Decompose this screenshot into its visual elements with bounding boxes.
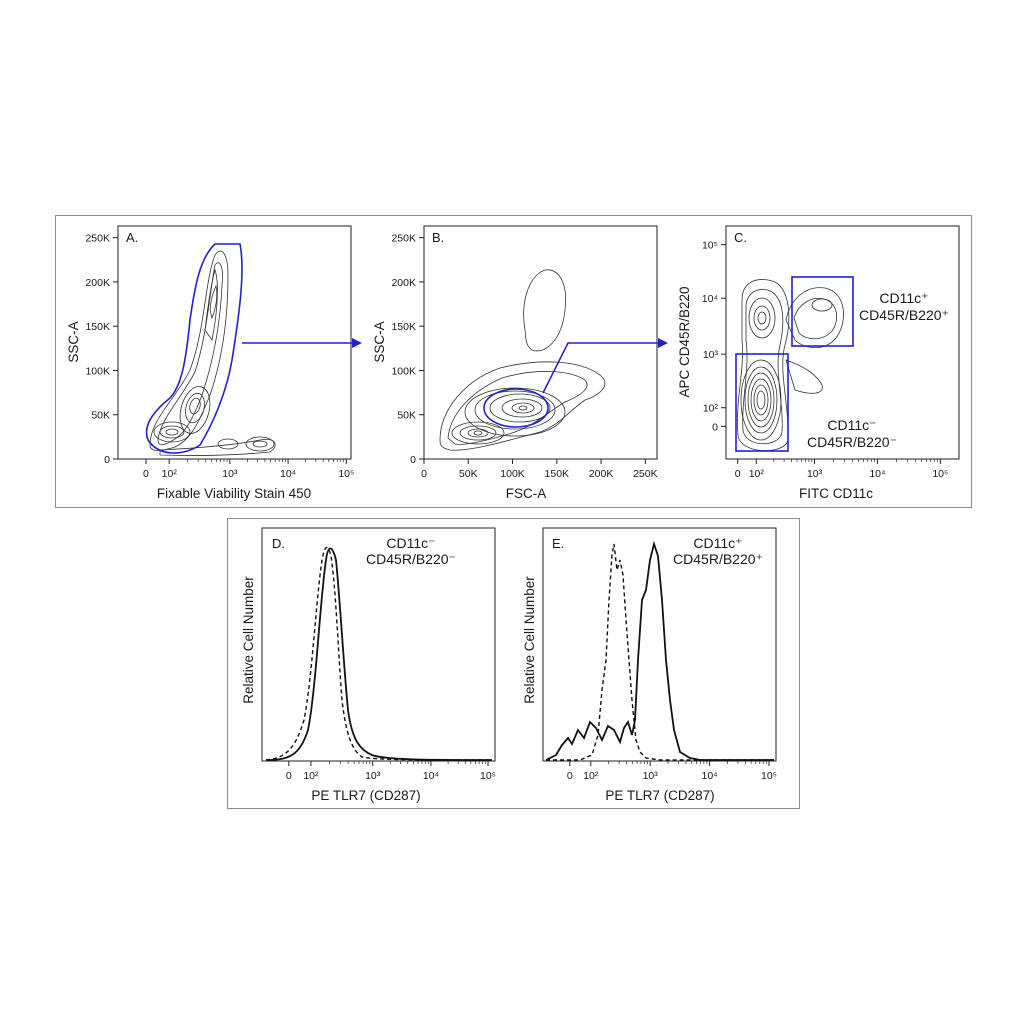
- x-tick-label: 10³: [222, 468, 238, 480]
- y-tick-label: 50K: [91, 410, 110, 422]
- panel-a: A. 0 50K 100K 150K 200K 250K 0 10² 10³ 10⁴ 10⁵ Fi…: [66, 225, 362, 501]
- x-tick-label: 10⁵: [761, 770, 777, 782]
- panel-d-solid-histogram: [265, 547, 493, 761]
- x-tick-label: 10⁴: [869, 468, 885, 480]
- panel-e: E. CD11c⁺ CD45R/B220⁺ 0 10² 10³ 10⁴ 10⁵ PE T…: [522, 527, 777, 803]
- panel-a-x-axis: 0 10² 10³ 10⁴ 10⁵: [143, 459, 354, 480]
- y-tick-label: 150K: [391, 321, 416, 333]
- panel-d-y-label: Relative Cell Number: [241, 576, 256, 704]
- panel-c-label: C.: [734, 230, 747, 245]
- y-tick-label: 200K: [391, 277, 416, 289]
- panel-b: B. 0 50K 100K 150K 200K 250K 0 50K 100K 150K 200K…: [372, 225, 668, 501]
- panel-d-plot-area: [261, 527, 496, 762]
- x-tick-label: 10³: [807, 468, 823, 480]
- x-tick-label: 200K: [589, 468, 614, 480]
- y-tick-label: 250K: [391, 233, 416, 245]
- x-tick-label: 250K: [633, 468, 658, 480]
- x-tick-label: 10⁴: [423, 770, 439, 782]
- panel-a-y-label: SSC-A: [66, 321, 81, 362]
- panel-d: D. CD11c⁻ CD45R/B220⁻ 0 10² 10³ 10⁴ 10⁵ PE T…: [241, 527, 496, 803]
- y-tick-label: 50K: [397, 410, 416, 422]
- panel-a-label: A.: [126, 230, 138, 245]
- panel-e-x-label: PE TLR7 (CD287): [605, 788, 714, 803]
- y-tick-label: 200K: [85, 277, 110, 289]
- x-tick-label: 10³: [365, 770, 381, 782]
- x-tick-label: 10²: [162, 468, 178, 480]
- panel-b-x-label: FSC-A: [506, 486, 547, 501]
- panel-e-label: E.: [552, 536, 564, 551]
- panel-c-pos-gate-label-2: CD45R/B220⁺: [859, 307, 949, 323]
- panel-d-title-2: CD45R/B220⁻: [366, 551, 456, 567]
- panel-a-live-cell-gate: [145, 243, 243, 454]
- x-tick-label: 10²: [749, 468, 765, 480]
- panel-c-y-label: APC CD45R/B220: [677, 286, 692, 397]
- y-tick-label: 150K: [85, 321, 110, 333]
- panel-b-contours: [439, 269, 606, 451]
- x-tick-label: 0: [567, 770, 573, 782]
- x-tick-label: 10⁴: [701, 770, 717, 782]
- panel-b-label: B.: [432, 230, 444, 245]
- panel-e-plot-area: [542, 527, 777, 762]
- panel-d-title-1: CD11c⁻: [386, 535, 435, 551]
- panel-c-x-label: FITC CD11c: [799, 486, 873, 501]
- panel-e-title-2: CD45R/B220⁺: [673, 551, 763, 567]
- panel-c: C. 0 10² 10³ 10⁴ 10⁵ 0 10² 10³ 10⁴ 10⁵ FITC CD11…: [677, 225, 960, 501]
- y-tick-label: 0: [712, 421, 718, 433]
- y-tick-label: 100K: [85, 365, 110, 377]
- y-tick-label: 10⁵: [702, 240, 718, 252]
- x-tick-label: 100K: [500, 468, 525, 480]
- x-tick-label: 150K: [545, 468, 570, 480]
- x-tick-label: 10⁴: [280, 468, 296, 480]
- panel-a-y-axis: 0 50K 100K 150K 200K 250K: [85, 233, 118, 466]
- panel-d-x-label: PE TLR7 (CD287): [311, 788, 420, 803]
- x-tick-label: 0: [143, 468, 149, 480]
- panel-a-x-label: Fixable Viability Stain 450: [157, 486, 311, 501]
- panel-c-neg-gate-label-1: CD11c⁻: [827, 417, 876, 433]
- x-tick-label: 10²: [583, 770, 599, 782]
- y-tick-label: 10³: [703, 349, 719, 361]
- panel-c-pos-gate-label-1: CD11c⁺: [879, 290, 928, 306]
- panel-e-y-label: Relative Cell Number: [522, 576, 537, 704]
- panel-b-singlet-gate: [483, 388, 549, 428]
- panel-d-dashed-histogram: [265, 546, 493, 761]
- x-tick-label: 10³: [643, 770, 659, 782]
- panel-b-y-label: SSC-A: [372, 321, 387, 362]
- y-tick-label: 10⁴: [702, 293, 718, 305]
- y-tick-label: 0: [410, 454, 416, 466]
- panel-b-y-axis: 0 50K 100K 150K 200K 250K: [391, 233, 424, 466]
- x-tick-label: 10⁵: [480, 770, 496, 782]
- y-tick-label: 0: [104, 454, 110, 466]
- x-tick-label: 0: [286, 770, 292, 782]
- x-tick-label: 10⁵: [932, 468, 948, 480]
- panel-c-contours: [737, 279, 844, 452]
- x-tick-label: 0: [735, 468, 741, 480]
- panel-e-title-1: CD11c⁺: [693, 535, 742, 551]
- y-tick-label: 250K: [85, 233, 110, 245]
- panel-e-solid-histogram: [545, 540, 774, 761]
- x-tick-label: 10²: [303, 770, 319, 782]
- panel-d-x-axis: 0 10² 10³ 10⁴ 10⁵: [286, 761, 496, 782]
- panel-c-double-negative-gate: [735, 353, 789, 452]
- x-tick-label: 50K: [459, 468, 478, 480]
- y-tick-label: 100K: [391, 365, 416, 377]
- panel-e-x-axis: 0 10² 10³ 10⁴ 10⁵: [567, 761, 777, 782]
- y-tick-label: 10²: [703, 403, 719, 415]
- x-tick-label: 0: [421, 468, 427, 480]
- panel-c-y-axis: 0 10² 10³ 10⁴ 10⁵: [702, 240, 726, 433]
- x-tick-label: 10⁵: [338, 468, 354, 480]
- panel-c-x-axis: 0 10² 10³ 10⁴ 10⁵: [735, 459, 948, 480]
- panel-d-label: D.: [272, 536, 285, 551]
- panel-a-contours: [149, 250, 276, 456]
- panel-c-neg-gate-label-2: CD45R/B220⁻: [807, 434, 897, 450]
- panel-b-to-c-arrow: [542, 338, 668, 394]
- panel-b-x-axis: 0 50K 100K 150K 200K 250K: [421, 459, 658, 480]
- panel-c-plot-area: [725, 225, 960, 460]
- panel-c-double-positive-gate: [791, 276, 854, 347]
